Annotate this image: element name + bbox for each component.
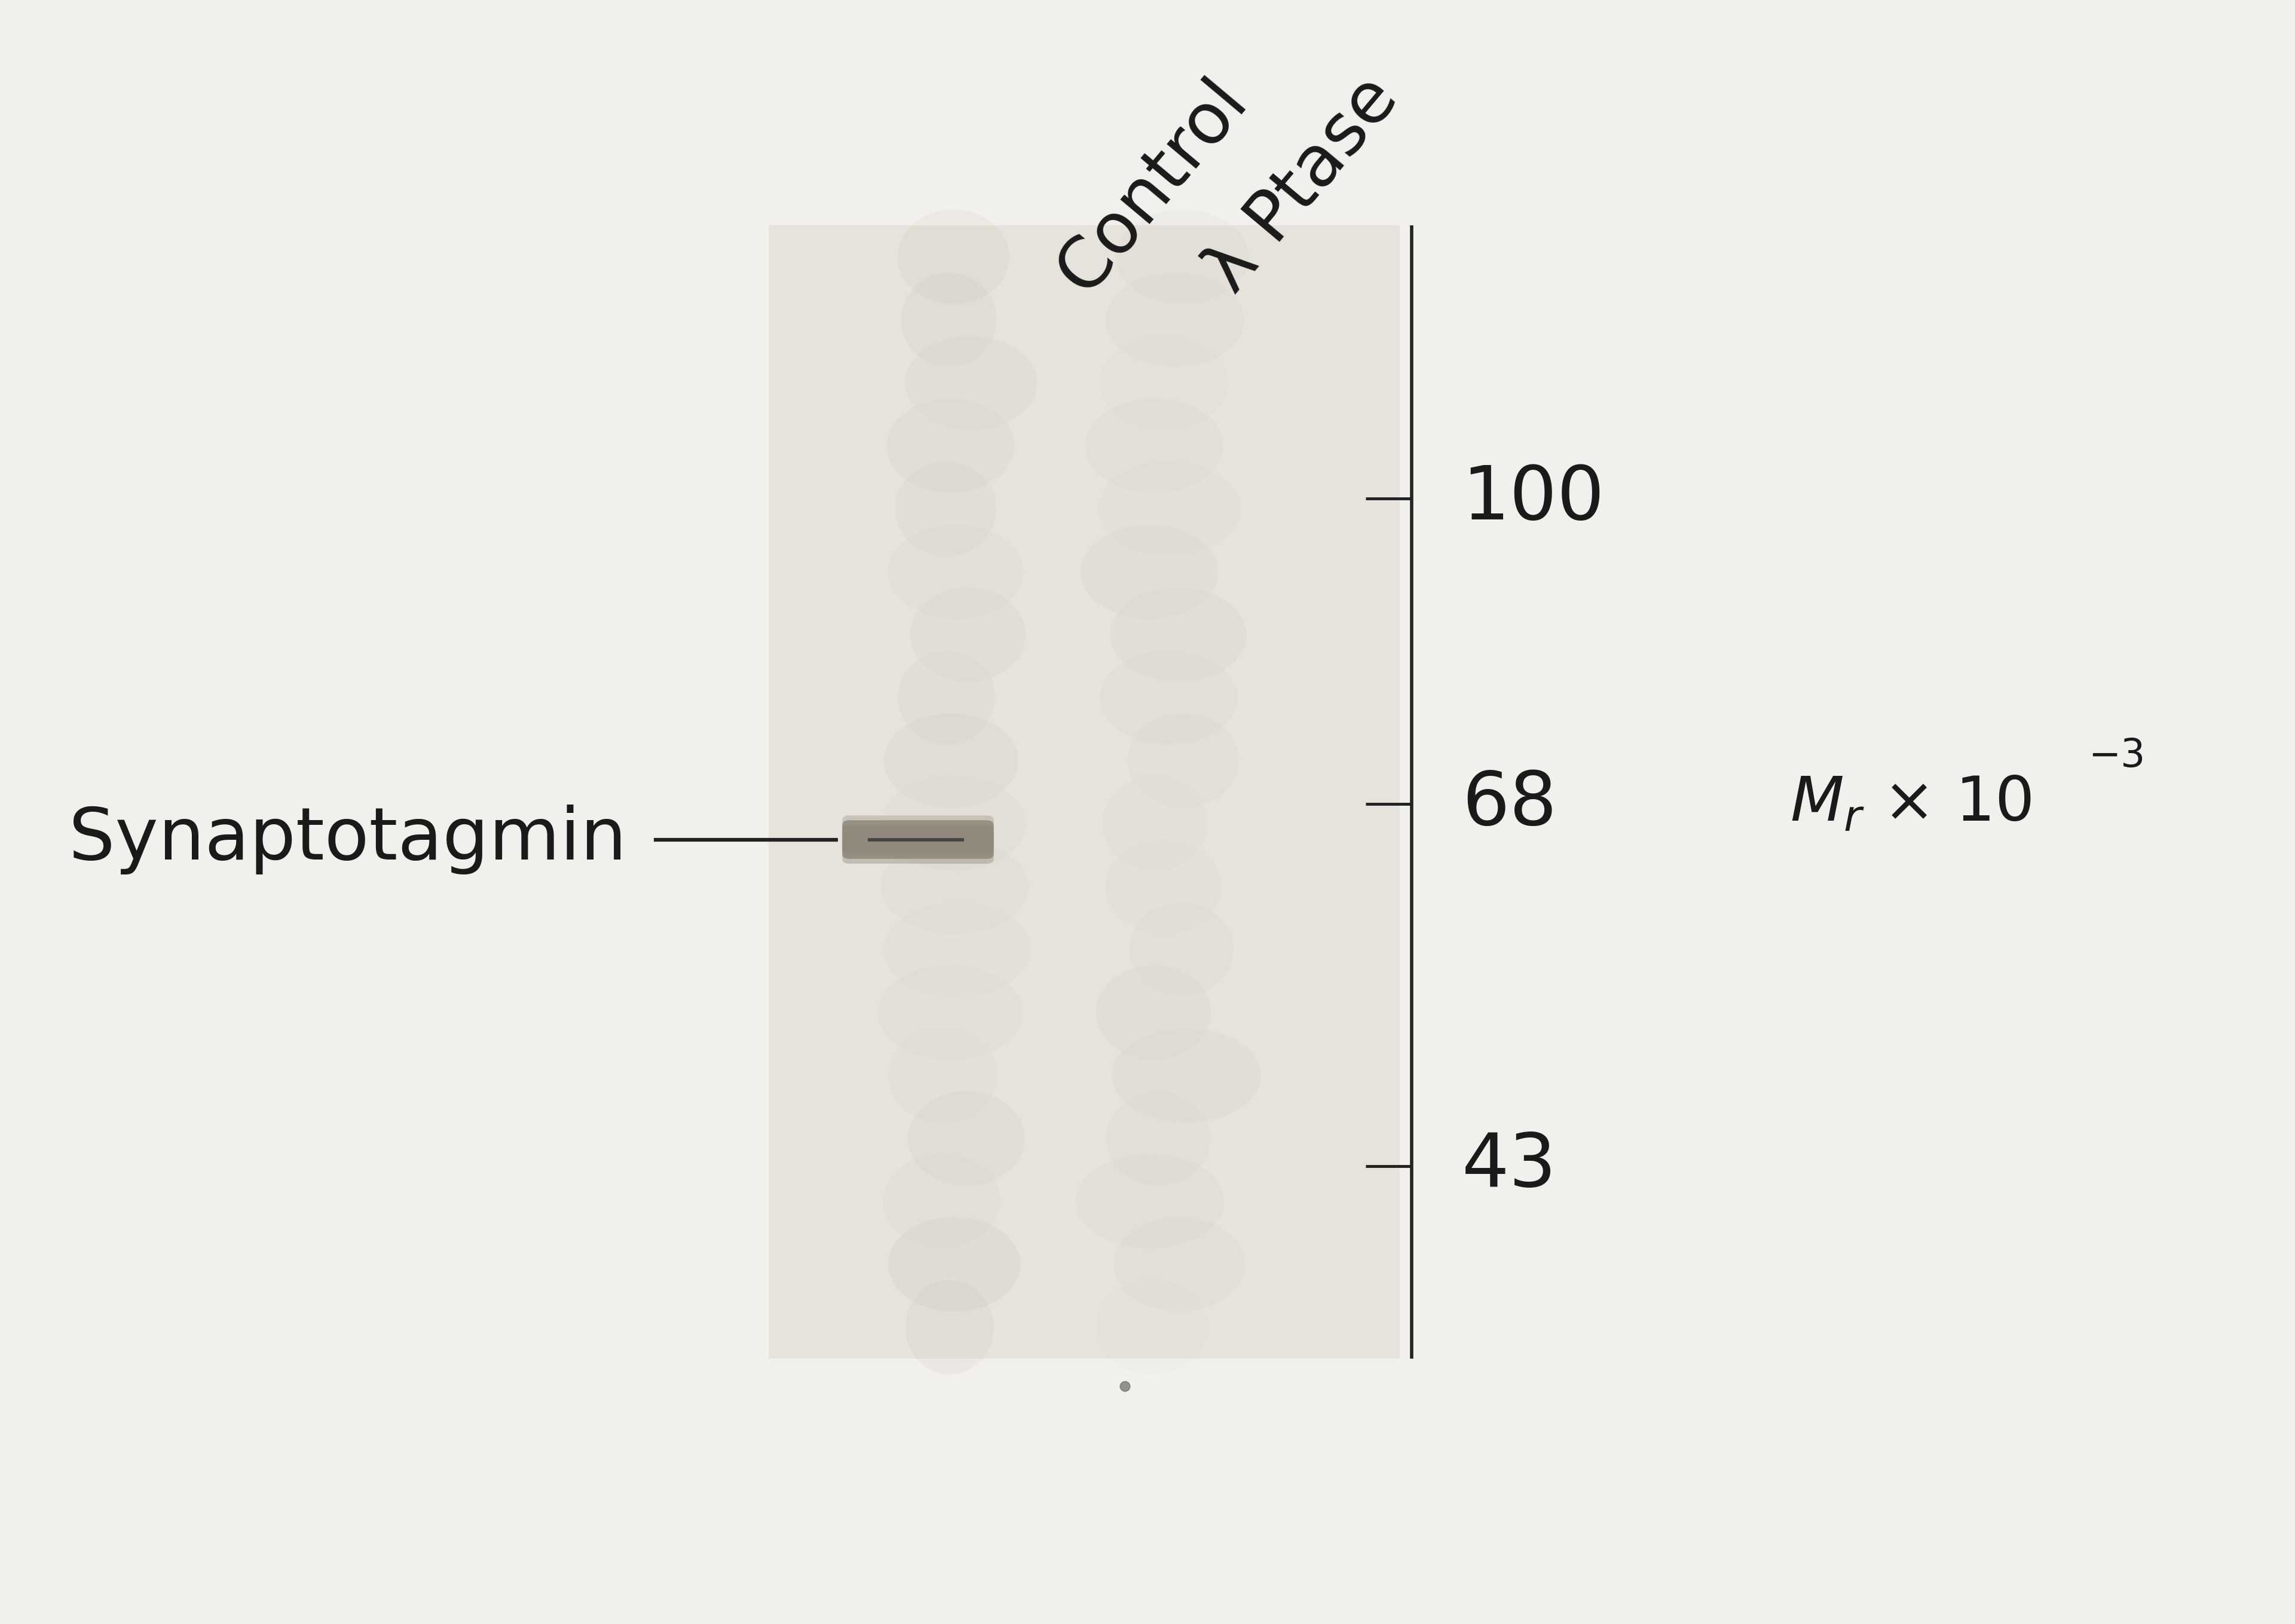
Ellipse shape xyxy=(911,588,1026,682)
Text: 43: 43 xyxy=(1462,1130,1556,1202)
Text: $M_r$ × 10: $M_r$ × 10 xyxy=(1790,775,2031,835)
Ellipse shape xyxy=(1076,1155,1223,1249)
Ellipse shape xyxy=(1106,273,1244,367)
Ellipse shape xyxy=(888,1028,996,1122)
Text: 100: 100 xyxy=(1462,463,1604,534)
Ellipse shape xyxy=(1102,776,1207,870)
Text: 68: 68 xyxy=(1462,768,1556,840)
Ellipse shape xyxy=(1129,903,1232,997)
Ellipse shape xyxy=(888,1216,1021,1312)
Ellipse shape xyxy=(1086,398,1223,494)
Ellipse shape xyxy=(881,776,1026,870)
Ellipse shape xyxy=(907,1280,994,1374)
FancyBboxPatch shape xyxy=(842,815,994,854)
Ellipse shape xyxy=(1111,1028,1260,1122)
Ellipse shape xyxy=(1127,713,1239,807)
Ellipse shape xyxy=(1099,651,1237,745)
Ellipse shape xyxy=(895,461,996,555)
Ellipse shape xyxy=(877,965,1024,1060)
Ellipse shape xyxy=(1081,525,1219,619)
Ellipse shape xyxy=(897,209,1010,304)
Ellipse shape xyxy=(884,1155,1001,1249)
Text: Control: Control xyxy=(1044,67,1260,305)
Ellipse shape xyxy=(1111,588,1246,682)
Ellipse shape xyxy=(886,398,1014,494)
Text: Synaptotagmin: Synaptotagmin xyxy=(69,804,627,874)
FancyBboxPatch shape xyxy=(842,825,994,864)
Ellipse shape xyxy=(881,840,1028,934)
Ellipse shape xyxy=(884,903,1030,997)
Ellipse shape xyxy=(884,713,1019,807)
Text: λ Ptase: λ Ptase xyxy=(1193,65,1411,305)
Text: −3: −3 xyxy=(2088,737,2146,775)
Ellipse shape xyxy=(1097,965,1212,1060)
Ellipse shape xyxy=(902,273,996,367)
Ellipse shape xyxy=(909,1091,1026,1186)
Ellipse shape xyxy=(1113,1216,1246,1312)
FancyBboxPatch shape xyxy=(842,820,994,859)
Ellipse shape xyxy=(1115,209,1248,304)
Ellipse shape xyxy=(1097,461,1242,555)
Bar xyxy=(769,226,1400,1359)
Ellipse shape xyxy=(888,525,1024,619)
Ellipse shape xyxy=(1106,1091,1209,1186)
Ellipse shape xyxy=(904,336,1037,430)
Ellipse shape xyxy=(897,651,996,745)
